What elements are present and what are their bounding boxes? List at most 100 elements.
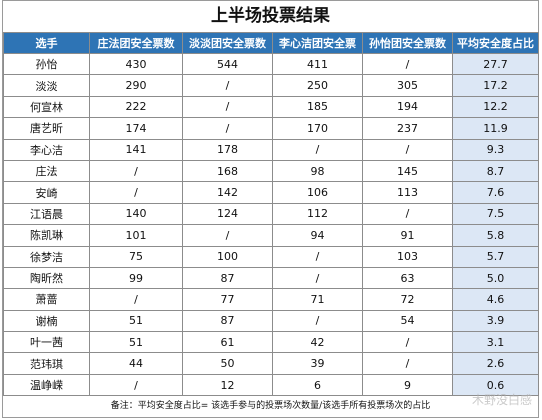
table-row: 谢楠 51 87/54 3.9 bbox=[3, 309, 539, 333]
cell-zhuangfa-votes: 99 bbox=[89, 266, 183, 290]
cell-sunyi-votes: / bbox=[362, 352, 453, 375]
cell-dandan-votes: / bbox=[182, 224, 273, 247]
cell-dandan-votes: 168 bbox=[182, 159, 273, 183]
cell-zhuangfa-votes: 222 bbox=[89, 95, 183, 119]
cell-avg-safety: 4.6 bbox=[452, 288, 539, 311]
cell-dandan-votes: 50 bbox=[182, 352, 273, 375]
cell-sunyi-votes: 54 bbox=[362, 309, 453, 333]
cell-lixinjie-votes: 98 bbox=[272, 159, 363, 183]
cell-avg-safety: 8.7 bbox=[452, 159, 539, 183]
cell-avg-safety: 17.2 bbox=[452, 74, 539, 97]
cell-avg-safety: 5.0 bbox=[452, 266, 539, 290]
cell-sunyi-votes: 91 bbox=[362, 224, 453, 247]
cell-player: 温峥嵘 bbox=[3, 373, 90, 397]
cell-sunyi-votes: 63 bbox=[362, 266, 453, 290]
table-title: 上半场投票结果 bbox=[211, 6, 330, 26]
cell-zhuangfa-votes: 141 bbox=[89, 138, 183, 161]
cell-lixinjie-votes: 411 bbox=[272, 52, 363, 76]
cell-zhuangfa-votes: 430 bbox=[89, 52, 183, 76]
header-lixinjie-votes: 李心洁团安全票 bbox=[272, 32, 363, 54]
cell-player: 何宣林 bbox=[3, 95, 90, 119]
cell-sunyi-votes: 305 bbox=[362, 74, 453, 97]
cell-avg-safety: 5.8 bbox=[452, 224, 539, 247]
cell-sunyi-votes: / bbox=[362, 52, 453, 76]
cell-avg-safety: 11.9 bbox=[452, 117, 539, 140]
cell-sunyi-votes: / bbox=[362, 331, 453, 354]
cell-lixinjie-votes: 39 bbox=[272, 352, 363, 375]
cell-dandan-votes: 87 bbox=[182, 266, 273, 290]
table-row: 陈凯琳 101/94 91 5.8 bbox=[3, 224, 539, 247]
cell-lixinjie-votes: 42 bbox=[272, 331, 363, 354]
cell-avg-safety: 7.6 bbox=[452, 181, 539, 204]
table-row: 徐梦洁 75 100/103 5.7 bbox=[3, 245, 539, 268]
cell-avg-safety: 7.5 bbox=[452, 202, 539, 226]
cell-dandan-votes: 12 bbox=[182, 373, 273, 397]
cell-avg-safety: 5.7 bbox=[452, 245, 539, 268]
cell-zhuangfa-votes: 51 bbox=[89, 309, 183, 333]
cell-dandan-votes: / bbox=[182, 95, 273, 119]
cell-player: 陈凯琳 bbox=[3, 224, 90, 247]
cell-sunyi-votes: / bbox=[362, 138, 453, 161]
cell-zhuangfa-votes: / bbox=[89, 159, 183, 183]
table-row: 萧蔷/77 71 72 4.6 bbox=[3, 288, 539, 311]
cell-dandan-votes: / bbox=[182, 117, 273, 140]
cell-sunyi-votes: 72 bbox=[362, 288, 453, 311]
table-row: 温峥嵘/12 6 9 0.6 bbox=[3, 373, 539, 397]
table-row: 庄法/168 98 145 8.7 bbox=[3, 159, 539, 183]
table-row: 李心洁 141 178//9.3 bbox=[3, 138, 539, 161]
cell-avg-safety: 2.6 bbox=[452, 352, 539, 375]
cell-player: 庄法 bbox=[3, 159, 90, 183]
cell-player: 唐艺昕 bbox=[3, 117, 90, 140]
header-player: 选手 bbox=[3, 32, 90, 54]
cell-sunyi-votes: 103 bbox=[362, 245, 453, 268]
cell-lixinjie-votes: / bbox=[272, 245, 363, 268]
table-row: 何宣林 222/185 194 12.2 bbox=[3, 95, 539, 119]
cell-sunyi-votes: / bbox=[362, 202, 453, 226]
table-row: 淡淡 290/250 305 17.2 bbox=[3, 74, 539, 97]
cell-player: 安崎 bbox=[3, 181, 90, 204]
header-zhuangfa-votes: 庄法团安全票数 bbox=[89, 32, 183, 54]
cell-lixinjie-votes: 112 bbox=[272, 202, 363, 226]
cell-dandan-votes: 61 bbox=[182, 331, 273, 354]
table-row: 孙怡 430 544 411/27.7 bbox=[3, 52, 539, 76]
cell-dandan-votes: 142 bbox=[182, 181, 273, 204]
cell-avg-safety: 27.7 bbox=[452, 52, 539, 76]
cell-zhuangfa-votes: / bbox=[89, 181, 183, 204]
cell-zhuangfa-votes: / bbox=[89, 288, 183, 311]
cell-player: 淡淡 bbox=[3, 74, 90, 97]
cell-dandan-votes: / bbox=[182, 74, 273, 97]
cell-sunyi-votes: 237 bbox=[362, 117, 453, 140]
cell-player: 叶一茜 bbox=[3, 331, 90, 354]
header-dandan-votes: 淡淡团安全票数 bbox=[182, 32, 273, 54]
cell-zhuangfa-votes: 101 bbox=[89, 224, 183, 247]
cell-dandan-votes: 178 bbox=[182, 138, 273, 161]
cell-zhuangfa-votes: 44 bbox=[89, 352, 183, 375]
table-row: 江语晨 140 124 112/7.5 bbox=[3, 202, 539, 226]
cell-lixinjie-votes: 170 bbox=[272, 117, 363, 140]
cell-player: 萧蔷 bbox=[3, 288, 90, 311]
cell-lixinjie-votes: / bbox=[272, 266, 363, 290]
cell-lixinjie-votes: 185 bbox=[272, 95, 363, 119]
cell-lixinjie-votes: 106 bbox=[272, 181, 363, 204]
cell-dandan-votes: 87 bbox=[182, 309, 273, 333]
cell-avg-safety: 9.3 bbox=[452, 138, 539, 161]
cell-player: 徐梦洁 bbox=[3, 245, 90, 268]
cell-player: 范玮琪 bbox=[3, 352, 90, 375]
cell-zhuangfa-votes: 75 bbox=[89, 245, 183, 268]
cell-avg-safety: 3.1 bbox=[452, 331, 539, 354]
cell-zhuangfa-votes: / bbox=[89, 373, 183, 397]
cell-sunyi-votes: 9 bbox=[362, 373, 453, 397]
cell-player: 谢楠 bbox=[3, 309, 90, 333]
cell-player: 陶昕然 bbox=[3, 266, 90, 290]
cell-lixinjie-votes: 250 bbox=[272, 74, 363, 97]
cell-dandan-votes: 100 bbox=[182, 245, 273, 268]
cell-zhuangfa-votes: 140 bbox=[89, 202, 183, 226]
header-row: 选手 庄法团安全票数 淡淡团安全票数 李心洁团安全票 孙怡团安全票数 平均安全度… bbox=[3, 32, 539, 54]
footnote: 备注：平均安全度占比= 该选手参与的投票场次数量/该选手所有投票场次的占比 bbox=[110, 401, 431, 411]
cell-avg-safety: 3.9 bbox=[452, 309, 539, 333]
cell-sunyi-votes: 194 bbox=[362, 95, 453, 119]
table-body: 孙怡 430 544 411/27.7 淡淡 290/250 305 17.2 何宣林 222/1… bbox=[3, 52, 539, 397]
vote-results-table: 选手 庄法团安全票数 淡淡团安全票数 李心洁团安全票 孙怡团安全票数 平均安全度… bbox=[3, 32, 539, 397]
cell-dandan-votes: 124 bbox=[182, 202, 273, 226]
